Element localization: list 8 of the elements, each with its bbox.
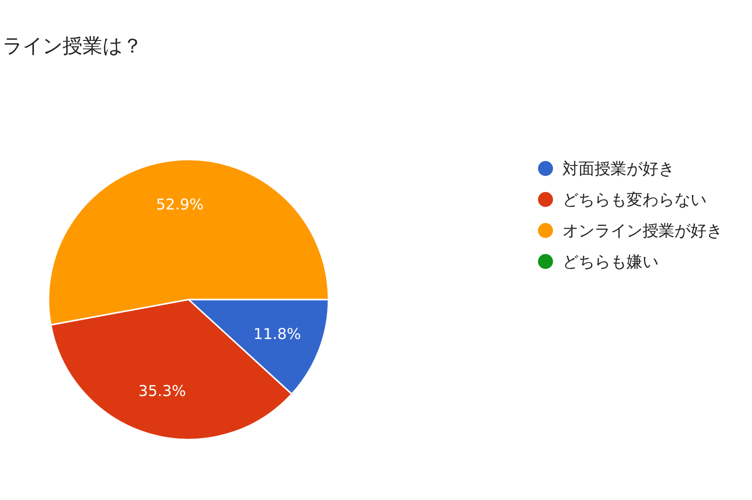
legend-label: どちらも嫌い xyxy=(562,252,658,271)
legend-label: オンライン授業が好き xyxy=(562,221,722,240)
data-label: 52.9% xyxy=(156,196,204,214)
data-label: 35.3% xyxy=(138,382,186,400)
data-label: 11.8% xyxy=(253,324,302,343)
legend-label: 対面授業が好き xyxy=(562,159,674,178)
legend-label: どちらも変わらない xyxy=(562,190,706,209)
chart-title: ライン授業は？ xyxy=(2,34,142,58)
